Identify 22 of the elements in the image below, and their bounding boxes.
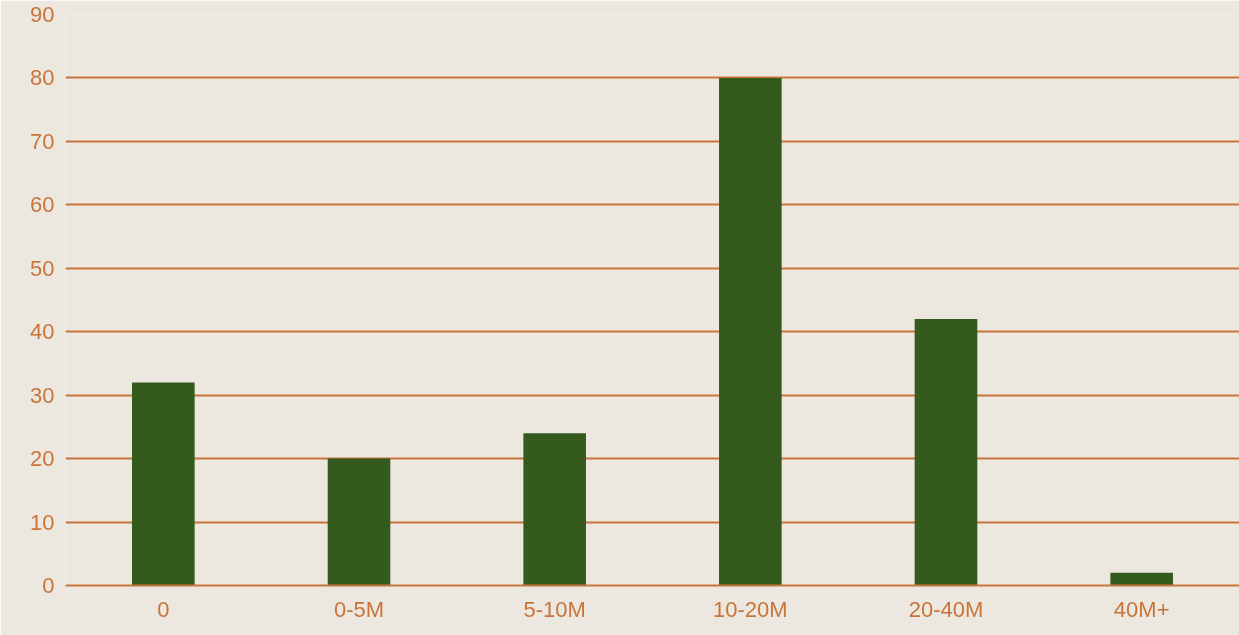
- bar: [914, 319, 978, 586]
- y-tick-label: 40: [30, 319, 55, 345]
- y-tick-label: 30: [30, 382, 55, 408]
- bar: [719, 77, 782, 586]
- y-tick-label: 80: [30, 65, 55, 91]
- bar: [1110, 572, 1173, 586]
- bar: [523, 433, 586, 586]
- x-tick-label: 0: [157, 596, 170, 622]
- x-tick-label: 0-5M: [333, 596, 385, 622]
- bar: [132, 382, 195, 586]
- x-tick-label: 40M+: [1113, 596, 1170, 622]
- y-tick-label: 50: [30, 255, 55, 281]
- y-tick-label: 20: [30, 446, 55, 472]
- y-tick-label: 0: [42, 573, 55, 598]
- y-tick-label: 70: [30, 128, 55, 154]
- y-tick-label: 90: [30, 2, 55, 27]
- x-tick-label: 10-20M: [713, 596, 788, 622]
- bar: [327, 458, 391, 586]
- y-tick-label: 10: [30, 509, 55, 535]
- y-tick-label: 60: [30, 192, 55, 218]
- x-tick-label: 20-40M: [908, 596, 984, 622]
- x-tick-label: 5-10M: [523, 596, 586, 622]
